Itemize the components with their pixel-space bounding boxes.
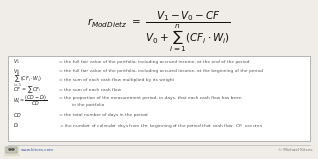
Text: © Michael Kitces: © Michael Kitces: [278, 148, 312, 152]
Text: $CD$: $CD$: [13, 111, 22, 119]
Text: $D_i$: $D_i$: [13, 121, 20, 130]
FancyBboxPatch shape: [4, 146, 19, 156]
Bar: [6, 147, 17, 153]
Text: $\sum_{i=1}^{n}(CF_i \cdot W_i)$: $\sum_{i=1}^{n}(CF_i \cdot W_i)$: [13, 71, 42, 89]
Text: = the full fair value of the portfolio, including accured income, at the beginni: = the full fair value of the portfolio, …: [59, 69, 263, 73]
Text: = the sum of each cash flow: = the sum of each cash flow: [59, 88, 121, 92]
Text: $V_1$: $V_1$: [13, 58, 20, 66]
FancyBboxPatch shape: [8, 56, 310, 141]
Text: www.kitces.com: www.kitces.com: [21, 148, 54, 152]
Text: in the portfolio: in the portfolio: [72, 103, 104, 107]
Text: = the number of calendar days from the beginning of the period that cash flow  $: = the number of calendar days from the b…: [59, 122, 263, 130]
Text: = the sum of each cash flow multiplied by its weight: = the sum of each cash flow multiplied b…: [59, 78, 174, 82]
Text: = the proportion of the measurement period, in days, that each cash flow has bee: = the proportion of the measurement peri…: [59, 96, 241, 100]
Text: = the total number of days in the period: = the total number of days in the period: [59, 113, 148, 117]
Text: $CF\ =\ \sum CF_i$: $CF\ =\ \sum CF_i$: [13, 85, 42, 95]
Text: $W_i = \dfrac{(CD-D_i)}{CD}$: $W_i = \dfrac{(CD-D_i)}{CD}$: [13, 94, 48, 108]
Text: $r_{ModDietz}\ =\ \dfrac{V_1 - V_0 - CF}{V_0 + \sum_{i=1}^{n}(CF_i \cdot W_i)}$: $r_{ModDietz}\ =\ \dfrac{V_1 - V_0 - CF}…: [87, 9, 231, 54]
Text: = the full fair value of the portfolio, including accrued income, at the end of : = the full fair value of the portfolio, …: [59, 60, 249, 64]
Text: $V_0$: $V_0$: [13, 67, 20, 76]
